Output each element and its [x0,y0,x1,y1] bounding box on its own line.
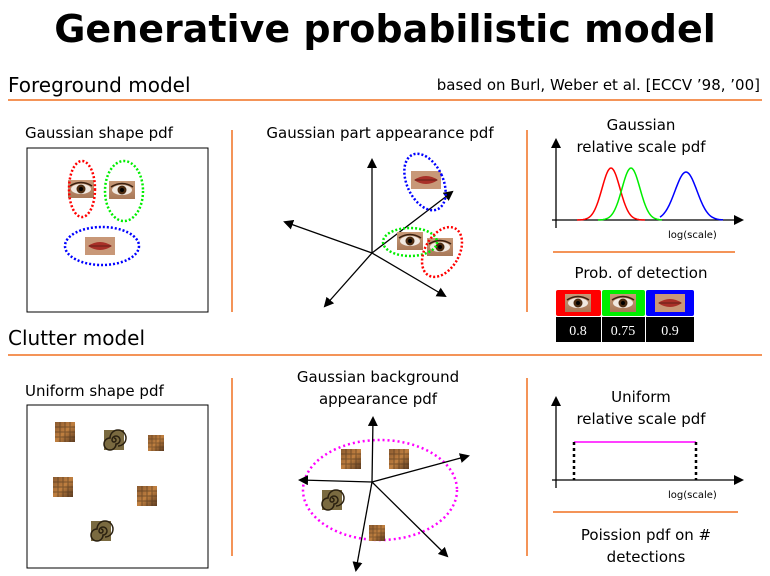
background-patch [136,485,158,507]
clutter-heading: Clutter model [8,326,145,350]
detection-label: Prob. of detection [575,264,708,282]
part3-ellipse [403,152,447,212]
background-patch [103,429,127,451]
shape-pdf-label: Gaussian shape pdf [25,124,174,142]
uniform-scale-axis-label: log(scale) [668,490,717,501]
background-patch [52,476,74,498]
detection-prob-value: 0.8 [569,324,587,339]
detection-prob-2: 0.9 [646,290,694,342]
detection-prob-1: 0.75 [602,290,645,342]
red-gaussian-curve [576,167,646,221]
slide-title: Generative probabilistic model [54,7,716,51]
background-patch [90,520,114,542]
eye-part-image [108,180,136,200]
poisson-label-2: detections [607,548,686,566]
eye-part-image [426,237,454,257]
detection-prob-0: 0.8 [556,290,601,342]
eye-part-image [67,179,95,199]
background-patch [340,448,362,470]
detection-prob-value: 0.75 [611,324,636,339]
uniform-scale-label-2: relative scale pdf [576,410,706,428]
part1-ellipse [67,159,97,219]
eye-part-image [396,231,424,251]
citation: based on Burl, Weber et al. [ECCV ’98, ’… [437,76,760,94]
background-appearance-label-1: Gaussian background [297,368,459,386]
part3-ellipse [63,225,141,267]
appearance-axes [283,158,454,308]
background-patch [368,524,386,542]
background-patch [388,448,410,470]
uniform-scale-label-1: Uniform [611,388,671,406]
part2-ellipse [103,159,145,223]
lips-part-image [410,170,442,190]
background-patch [321,489,345,511]
detection-prob-value: 0.9 [661,324,679,339]
poisson-label-1: Poission pdf on # [581,526,711,544]
appearance-pdf-label: Gaussian part appearance pdf [266,124,494,142]
scale-axis-label: log(scale) [668,230,717,241]
lips-part-image [84,236,116,256]
background-patch [54,421,76,443]
background-patch [147,434,165,452]
foreground-heading: Foreground model [8,73,191,97]
blue-gaussian-curve [659,171,723,221]
uniform-shape-box [26,404,209,569]
background-axes [298,416,470,572]
part1-ellipse [420,225,464,279]
part2-ellipse [381,226,439,258]
scale-pdf-label-1: Gaussian [607,116,676,134]
scale-pdf-label-2: relative scale pdf [576,138,706,156]
shape-pdf-box [26,147,209,313]
uniform-scale-axes [551,396,744,488]
green-gaussian-curve [598,167,663,221]
background-appearance-label-2: appearance pdf [319,390,438,408]
uniform-shape-label: Uniform shape pdf [25,382,164,400]
